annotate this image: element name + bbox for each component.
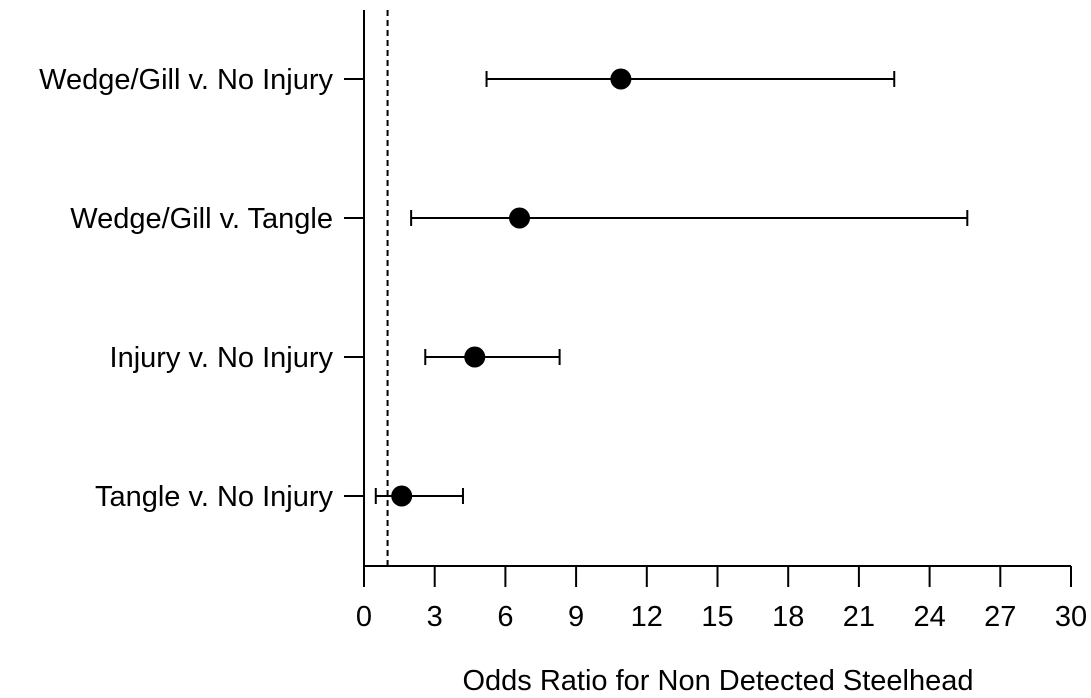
point-estimate — [610, 68, 632, 90]
x-tick-label: 30 — [1055, 601, 1087, 633]
x-tick-label: 3 — [427, 601, 443, 633]
point-estimate — [509, 207, 531, 229]
x-tick-label: 18 — [772, 601, 804, 633]
x-tick-label: 12 — [631, 601, 663, 633]
x-tick-label: 24 — [913, 601, 945, 633]
plot-marks — [374, 68, 969, 507]
x-axis: 0 3 6 9 12 15 18 21 24 27 30 — [356, 565, 1087, 633]
y-tick-label: Injury v. No Injury — [110, 342, 334, 374]
y-tick-label: Wedge/Gill v. Tangle — [70, 203, 333, 235]
y-tick-label: Tangle v. No Injury — [95, 481, 334, 513]
y-tick-label: Wedge/Gill v. No Injury — [39, 64, 333, 96]
x-tick-label: 0 — [356, 601, 372, 633]
x-tick-label: 9 — [568, 601, 584, 633]
x-tick-label: 27 — [984, 601, 1016, 633]
x-tick-label: 6 — [497, 601, 513, 633]
point-estimate — [464, 346, 486, 368]
point-estimate — [391, 485, 413, 507]
x-axis-label: Odds Ratio for Non Detected Steelhead — [462, 665, 973, 697]
x-tick-label: 15 — [701, 601, 733, 633]
x-tick-label: 21 — [843, 601, 875, 633]
y-axis: Wedge/Gill v. No Injury Wedge/Gill v. Tan… — [39, 10, 365, 566]
